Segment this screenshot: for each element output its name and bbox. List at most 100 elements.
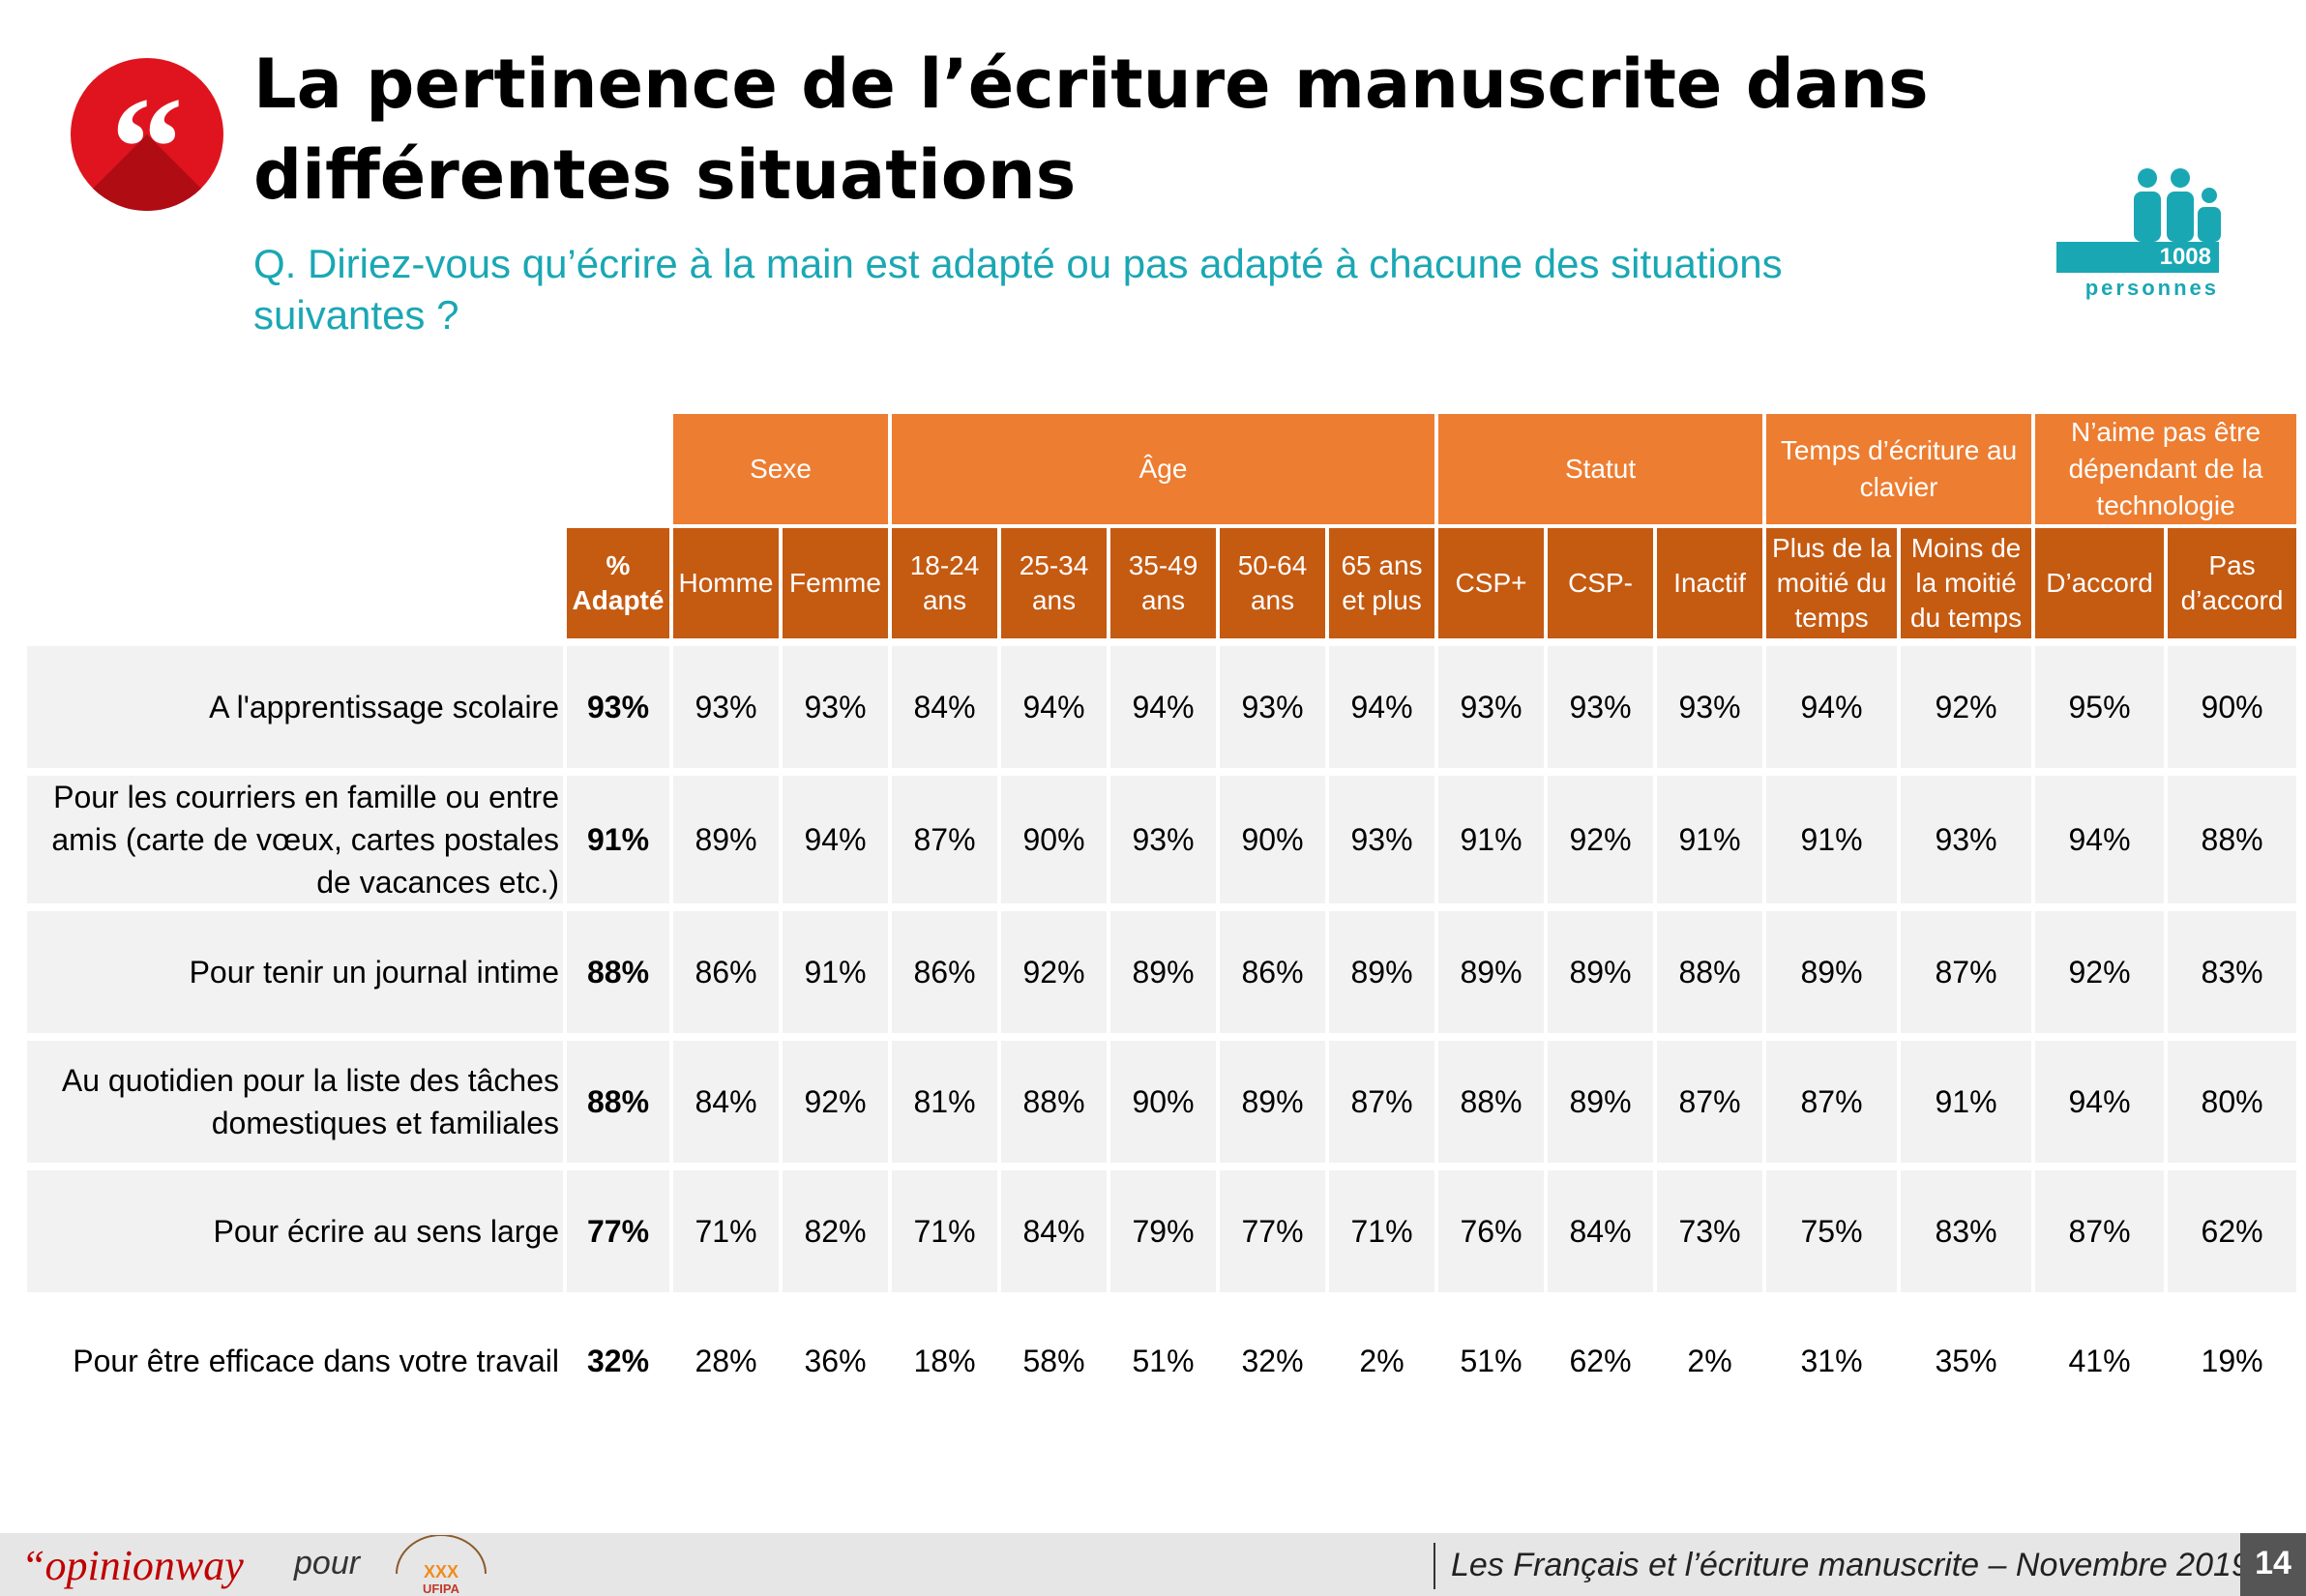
svg-text:UFIPA: UFIPA [423,1581,460,1593]
value-cell: 32% [1216,1292,1330,1427]
value-cell: 94% [778,768,893,910]
col-header: Plus de la moitié du temps [1762,524,1902,644]
value-cell: 92% [778,1033,893,1169]
table-row: Pour écrire au sens large 77% 71% 82% 71% 84%… [23,1163,2301,1299]
row-label: Pour les courriers en famille ou entre a… [23,768,567,910]
value-cell: 93% [1544,638,1658,775]
group-header-technologie: N’aime pas être dépendant de la technolo… [2031,414,2301,528]
group-header-statut: Statut [1434,414,1767,528]
question-text: Q. Diriez-vous qu’écrire à la main est a… [253,241,1783,338]
value-cell: 71% [1325,1163,1439,1299]
value-cell: 91% [1653,768,1767,910]
value-cell: 94% [2031,768,2169,910]
svg-text:XXX: XXX [424,1562,458,1581]
value-cell: 94% [2031,1033,2169,1169]
col-header: 25-34 ans [997,524,1111,644]
row-label: Pour tenir un journal intime [23,903,567,1040]
value-cell: 84% [888,638,1002,775]
value-cell: 90% [1107,1033,1221,1169]
value-cell: 19% [2164,1292,2301,1427]
col-header: Moins de la moitié du temps [1897,524,2036,644]
col-header: 35-49 ans [1107,524,1221,644]
value-cell: 71% [888,1163,1002,1299]
group-header-age: Âge [888,414,1439,528]
value-cell: 28% [669,1292,783,1427]
col-header: Inactif [1653,524,1767,644]
value-cell: 91% [1762,768,1902,910]
value-cell: 51% [1107,1292,1221,1427]
value-cell: 31% [1762,1292,1902,1427]
value-cell: 94% [1325,638,1439,775]
page-number: 14 [2240,1533,2306,1596]
col-header: Femme [778,524,893,644]
footer-bar: “opinionway pour XXX UFIPA Les Français … [0,1533,2306,1596]
value-cell: 89% [1544,1033,1658,1169]
value-cell: 92% [997,903,1111,1040]
value-cell: 92% [1544,768,1658,910]
col-header: 65 ans et plus [1325,524,1439,644]
value-cell: 89% [1434,903,1549,1040]
value-cell: 51% [1434,1292,1549,1427]
value-cell: 80% [2164,1033,2301,1169]
value-cell: 86% [1216,903,1330,1040]
quote-badge-icon: “ [71,58,223,211]
value-cell: 76% [1434,1163,1549,1299]
col-header: Homme [669,524,783,644]
value-cell: 35% [1897,1292,2036,1427]
total-cell: 77% [563,1163,673,1299]
row-label: A l'apprentissage scolaire [23,638,567,775]
col-header: 50-64 ans [1216,524,1330,644]
footer-study-title: Les Français et l’écriture manuscrite – … [1451,1547,2250,1583]
label-column-header [25,526,565,642]
value-cell: 89% [1762,903,1902,1040]
group-header-row: Sexe Âge Statut Temps d’écriture au clav… [25,414,2301,528]
header-blank [25,414,671,526]
total-cell: 88% [563,1033,673,1169]
footer-pour: pour [294,1545,361,1581]
opinionway-logo: “opinionway [21,1542,244,1589]
value-cell: 86% [888,903,1002,1040]
partner-logo-icon: XXX UFIPA [396,1535,487,1593]
value-cell: 88% [997,1033,1111,1169]
sample-size-badge: 1008 personnes [2056,166,2227,308]
value-cell: 93% [1897,768,2036,910]
table-row: Pour être efficace dans votre travail 32%… [23,1292,2301,1427]
value-cell: 87% [1325,1033,1439,1169]
total-cell: 88% [563,903,673,1040]
value-cell: 93% [1653,638,1767,775]
value-cell: 89% [1107,903,1221,1040]
page-title: La pertinence de l’écriture manuscrite d… [253,44,1929,215]
total-cell: 91% [563,768,673,910]
value-cell: 92% [1897,638,2036,775]
row-label: Pour écrire au sens large [23,1163,567,1299]
table-row: Pour tenir un journal intime 88% 86% 91% 86%… [23,903,2301,1040]
value-cell: 93% [1434,638,1549,775]
value-cell: 88% [1434,1033,1549,1169]
value-cell: 89% [669,768,783,910]
col-header: CSP+ [1434,524,1549,644]
value-cell: 95% [2031,638,2169,775]
value-cell: 18% [888,1292,1002,1427]
value-cell: 58% [997,1292,1111,1427]
value-cell: 87% [1762,1033,1902,1169]
value-cell: 84% [669,1033,783,1169]
value-cell: 90% [997,768,1111,910]
value-cell: 86% [669,903,783,1040]
group-header-temps-clavier: Temps d’écriture au clavier [1762,414,2036,528]
value-cell: 90% [2164,638,2301,775]
value-cell: 89% [1325,903,1439,1040]
value-cell: 73% [1653,1163,1767,1299]
value-cell: 87% [1897,903,2036,1040]
value-cell: 94% [1107,638,1221,775]
value-cell: 90% [1216,768,1330,910]
value-cell: 87% [1653,1033,1767,1169]
value-cell: 88% [1653,903,1767,1040]
row-label: Pour être efficace dans votre travail [23,1292,567,1427]
table-row: Pour les courriers en famille ou entre a… [23,768,2301,910]
value-cell: 62% [2164,1163,2301,1299]
value-cell: 91% [1897,1033,2036,1169]
value-cell: 83% [2164,903,2301,1040]
value-cell: 94% [997,638,1111,775]
people-icon [2134,168,2221,242]
value-cell: 84% [1544,1163,1658,1299]
